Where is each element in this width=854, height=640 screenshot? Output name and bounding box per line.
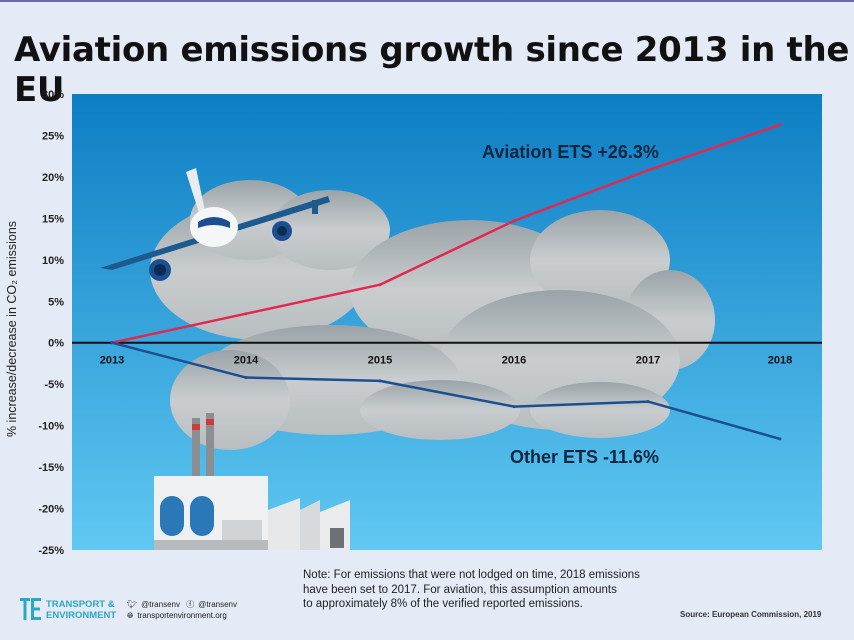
y-tick-label: 0%: [48, 338, 64, 350]
series-2-point: [778, 437, 782, 441]
source-note: Source: European Commission, 2019: [680, 610, 822, 619]
facebook-handle[interactable]: @transenv: [198, 600, 238, 609]
page-title: Aviation emissions growth since 2013 in …: [14, 30, 850, 110]
social-links: 🐦︎ @transenv ⓕ @transenv 🌐︎ transportenviro…: [127, 599, 257, 621]
series-line-1: [111, 123, 781, 344]
footnote-line-1: Note: For emissions that were not lodged…: [303, 569, 640, 581]
series-1-point: [778, 123, 782, 127]
x-tick-label: 2014: [234, 355, 259, 367]
y-tick-label: -20%: [38, 504, 64, 516]
twitter-handle[interactable]: @transenv: [141, 600, 180, 609]
series-1-point: [378, 283, 382, 287]
y-axis-label: % increase/decrease in CO₂ emissions: [5, 220, 19, 438]
y-tick-label: 15%: [42, 213, 64, 225]
series-2-point: [244, 376, 248, 380]
x-tick-label: 2013: [100, 355, 124, 367]
series-1-point: [646, 168, 650, 172]
footnote-line-3: to approximately 8% of the verified repo…: [303, 598, 583, 610]
logo-text: TRANSPORT & ENVIRONMENT: [46, 599, 146, 621]
logo-mark-icon: [20, 598, 41, 620]
series-1-point: [244, 312, 248, 316]
y-tick-label: -10%: [38, 421, 64, 433]
factory-icon: [154, 413, 350, 550]
series-label-2: Other ETS -11.6%: [510, 447, 659, 467]
series-2-point: [110, 341, 114, 345]
logo-line-2: ENVIRONMENT: [46, 610, 117, 621]
x-tick-label: 2015: [368, 355, 392, 367]
logo-line-1: TRANSPORT &: [46, 599, 115, 610]
x-tick-label: 2017: [636, 355, 660, 367]
series-2-point: [378, 379, 382, 383]
globe-icon: 🌐︎: [127, 611, 134, 620]
y-tick-label: 30%: [42, 89, 64, 101]
airplane-icon: [100, 168, 330, 281]
y-tick-label: 5%: [48, 296, 64, 308]
y-tick-label: -15%: [38, 462, 64, 474]
website-link[interactable]: transportenvironment.org: [137, 611, 227, 620]
y-tick-label: 20%: [42, 172, 64, 184]
series-line-2: [111, 341, 781, 441]
series-2-point: [646, 400, 650, 404]
facebook-icon: ⓕ: [186, 600, 195, 609]
y-tick-label: 25%: [42, 130, 64, 142]
footnote-line-2: have been set to 2017. For aviation, thi…: [303, 583, 617, 596]
series-1-point: [512, 219, 516, 223]
y-tick-label: -25%: [38, 545, 64, 557]
x-tick-label: 2018: [768, 355, 792, 367]
y-tick-label: 10%: [42, 255, 64, 267]
x-tick-label: 2016: [502, 355, 526, 367]
y-tick-label: -5%: [44, 379, 64, 391]
twitter-icon: 🐦︎: [127, 600, 138, 609]
footnote: Note: For emissions that were not lodged…: [303, 568, 683, 612]
series-2-point: [512, 405, 516, 409]
series-label-1: Aviation ETS +26.3%: [482, 142, 659, 162]
top-rule: [0, 0, 854, 2]
